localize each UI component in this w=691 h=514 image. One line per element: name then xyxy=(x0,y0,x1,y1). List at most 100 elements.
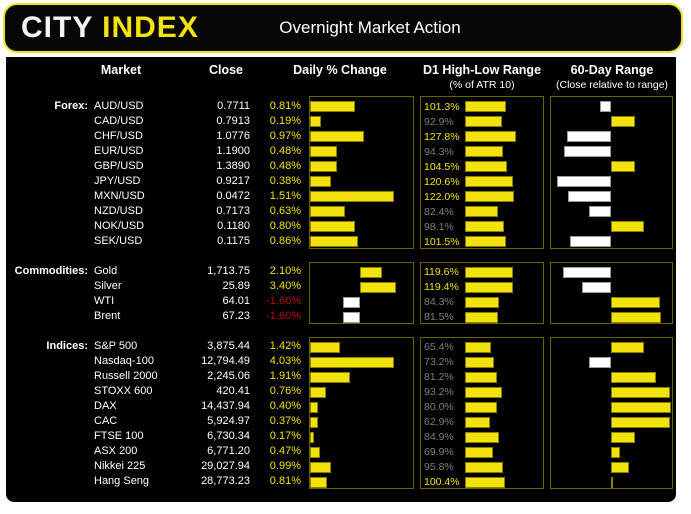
daily-change-bar xyxy=(360,281,396,293)
daily-change-chart-indices xyxy=(309,336,414,489)
range60-position-bar xyxy=(557,176,611,187)
market-name: STOXX 600 xyxy=(94,385,153,397)
daily-change-chart-forex xyxy=(309,96,414,249)
close-value: 6,730.34 xyxy=(207,430,250,442)
atr-range-bar xyxy=(465,461,504,473)
table-row: Forex: AUD/USD 0.7711 0.81% xyxy=(0,99,691,113)
daily-change-bar xyxy=(343,296,360,308)
daily-change-bar xyxy=(310,446,320,458)
market-name: NOK/USD xyxy=(94,219,145,232)
market-name: FTSE 100 xyxy=(94,430,144,442)
daily-change-bar xyxy=(310,476,327,488)
daily-change-bar xyxy=(310,236,358,247)
close-value: 1.3890 xyxy=(216,159,250,172)
range60-position-bar xyxy=(567,191,611,202)
close-value: 28,773.23 xyxy=(201,475,250,487)
atr-range-bar xyxy=(465,401,497,413)
atr-range-bar xyxy=(465,146,503,157)
atr-range-bar xyxy=(465,416,491,428)
daily-change-bar xyxy=(310,206,346,217)
close-value: 12,794.49 xyxy=(201,355,250,367)
close-value: 25.89 xyxy=(222,280,250,292)
brand-index: INDEX xyxy=(102,11,199,44)
market-name: GBP/USD xyxy=(94,159,144,172)
range60-position-bar xyxy=(611,311,662,323)
atr-percent-label: 80.0% xyxy=(424,401,454,413)
close-value: 0.9217 xyxy=(216,174,250,187)
atr-percent-label: 81.5% xyxy=(424,311,454,323)
daily-change-bar xyxy=(310,416,318,428)
range60-position-bar xyxy=(611,386,670,398)
range60-position-bar xyxy=(589,206,611,217)
range60-position-bar xyxy=(611,431,636,443)
daily-change-value: 0.97% xyxy=(269,129,301,142)
daily-change-value: -1.60% xyxy=(266,310,301,322)
atr-percent-label: 82.4% xyxy=(424,205,454,218)
market-name: CHF/USD xyxy=(94,129,143,142)
daily-change-bar xyxy=(343,311,360,323)
daily-change-value: 0.81% xyxy=(269,475,301,487)
daily-change-bar xyxy=(310,371,350,383)
atr-range-bar xyxy=(465,386,503,398)
daily-change-bar xyxy=(310,146,337,157)
atr-range-bar xyxy=(465,236,506,247)
atr-range-bar xyxy=(465,296,499,308)
daily-change-value: 0.37% xyxy=(269,415,301,427)
range60-position-bar xyxy=(582,281,611,293)
atr-range-bar xyxy=(465,191,514,202)
atr-percent-label: 119.4% xyxy=(424,281,459,293)
range60-position-bar xyxy=(611,221,644,232)
daily-change-value: 1.42% xyxy=(269,340,301,352)
table-row: Nasdaq-100 12,794.49 4.03% xyxy=(0,354,691,368)
market-name: Gold xyxy=(94,265,118,277)
daily-change-value: 0.80% xyxy=(269,219,301,232)
daily-change-bar xyxy=(310,341,340,353)
section-label: Forex: xyxy=(54,99,88,112)
table-row: NOK/USD 0.1180 0.80% xyxy=(0,219,691,233)
daily-change-value: 3.40% xyxy=(269,280,301,292)
d1-range-chart-commodities: 119.6% 119.4% 84.3% 81.5% xyxy=(420,261,544,324)
daily-change-value: 0.48% xyxy=(269,159,301,172)
table-row: WTI 64.01 -1.60% xyxy=(0,294,691,308)
market-name: Nikkei 225 xyxy=(94,460,146,472)
daily-change-bar xyxy=(310,161,337,172)
page-title: Overnight Market Action xyxy=(279,18,461,37)
market-name: JPY/USD xyxy=(94,174,141,187)
range60-chart-forex xyxy=(550,96,673,249)
table-row: GBP/USD 1.3890 0.48% xyxy=(0,159,691,173)
range60-position-bar xyxy=(611,461,630,473)
range60-position-bar xyxy=(600,101,611,112)
daily-change-value: 0.81% xyxy=(269,99,301,112)
atr-range-bar xyxy=(465,446,493,458)
table-row: Silver 25.89 3.40% xyxy=(0,279,691,293)
table-row: DAX 14,437.94 0.40% xyxy=(0,399,691,413)
atr-range-bar xyxy=(465,221,505,232)
range60-position-bar xyxy=(611,446,620,458)
market-name: SEK/USD xyxy=(94,234,143,247)
table-row: NZD/USD 0.7173 0.63% xyxy=(0,204,691,218)
market-name: S&P 500 xyxy=(94,340,138,352)
atr-percent-label: 93.2% xyxy=(424,386,454,398)
daily-change-value: 1.51% xyxy=(269,189,301,202)
range60-chart-commodities xyxy=(550,261,673,324)
atr-range-bar xyxy=(465,341,492,353)
market-name: Hang Seng xyxy=(94,475,150,487)
daily-change-bar xyxy=(310,131,364,142)
daily-change-bar xyxy=(310,401,319,413)
atr-range-bar xyxy=(465,431,499,443)
atr-range-bar xyxy=(465,356,495,368)
daily-change-bar xyxy=(310,461,331,473)
close-value: 64.01 xyxy=(222,295,250,307)
daily-change-value: 0.40% xyxy=(269,400,301,412)
atr-percent-label: 95.8% xyxy=(424,461,454,473)
atr-range-bar xyxy=(465,116,503,127)
close-value: 0.1175 xyxy=(217,234,250,247)
range60-chart-indices xyxy=(550,336,673,489)
table-row: JPY/USD 0.9217 0.38% xyxy=(0,174,691,188)
daily-change-bar xyxy=(360,266,383,278)
range60-position-bar xyxy=(611,371,657,383)
market-name: EUR/USD xyxy=(94,144,144,157)
close-value: 2,245.06 xyxy=(207,370,250,382)
table-row: FTSE 100 6,730.34 0.17% xyxy=(0,429,691,443)
market-name: CAD/USD xyxy=(94,114,144,127)
